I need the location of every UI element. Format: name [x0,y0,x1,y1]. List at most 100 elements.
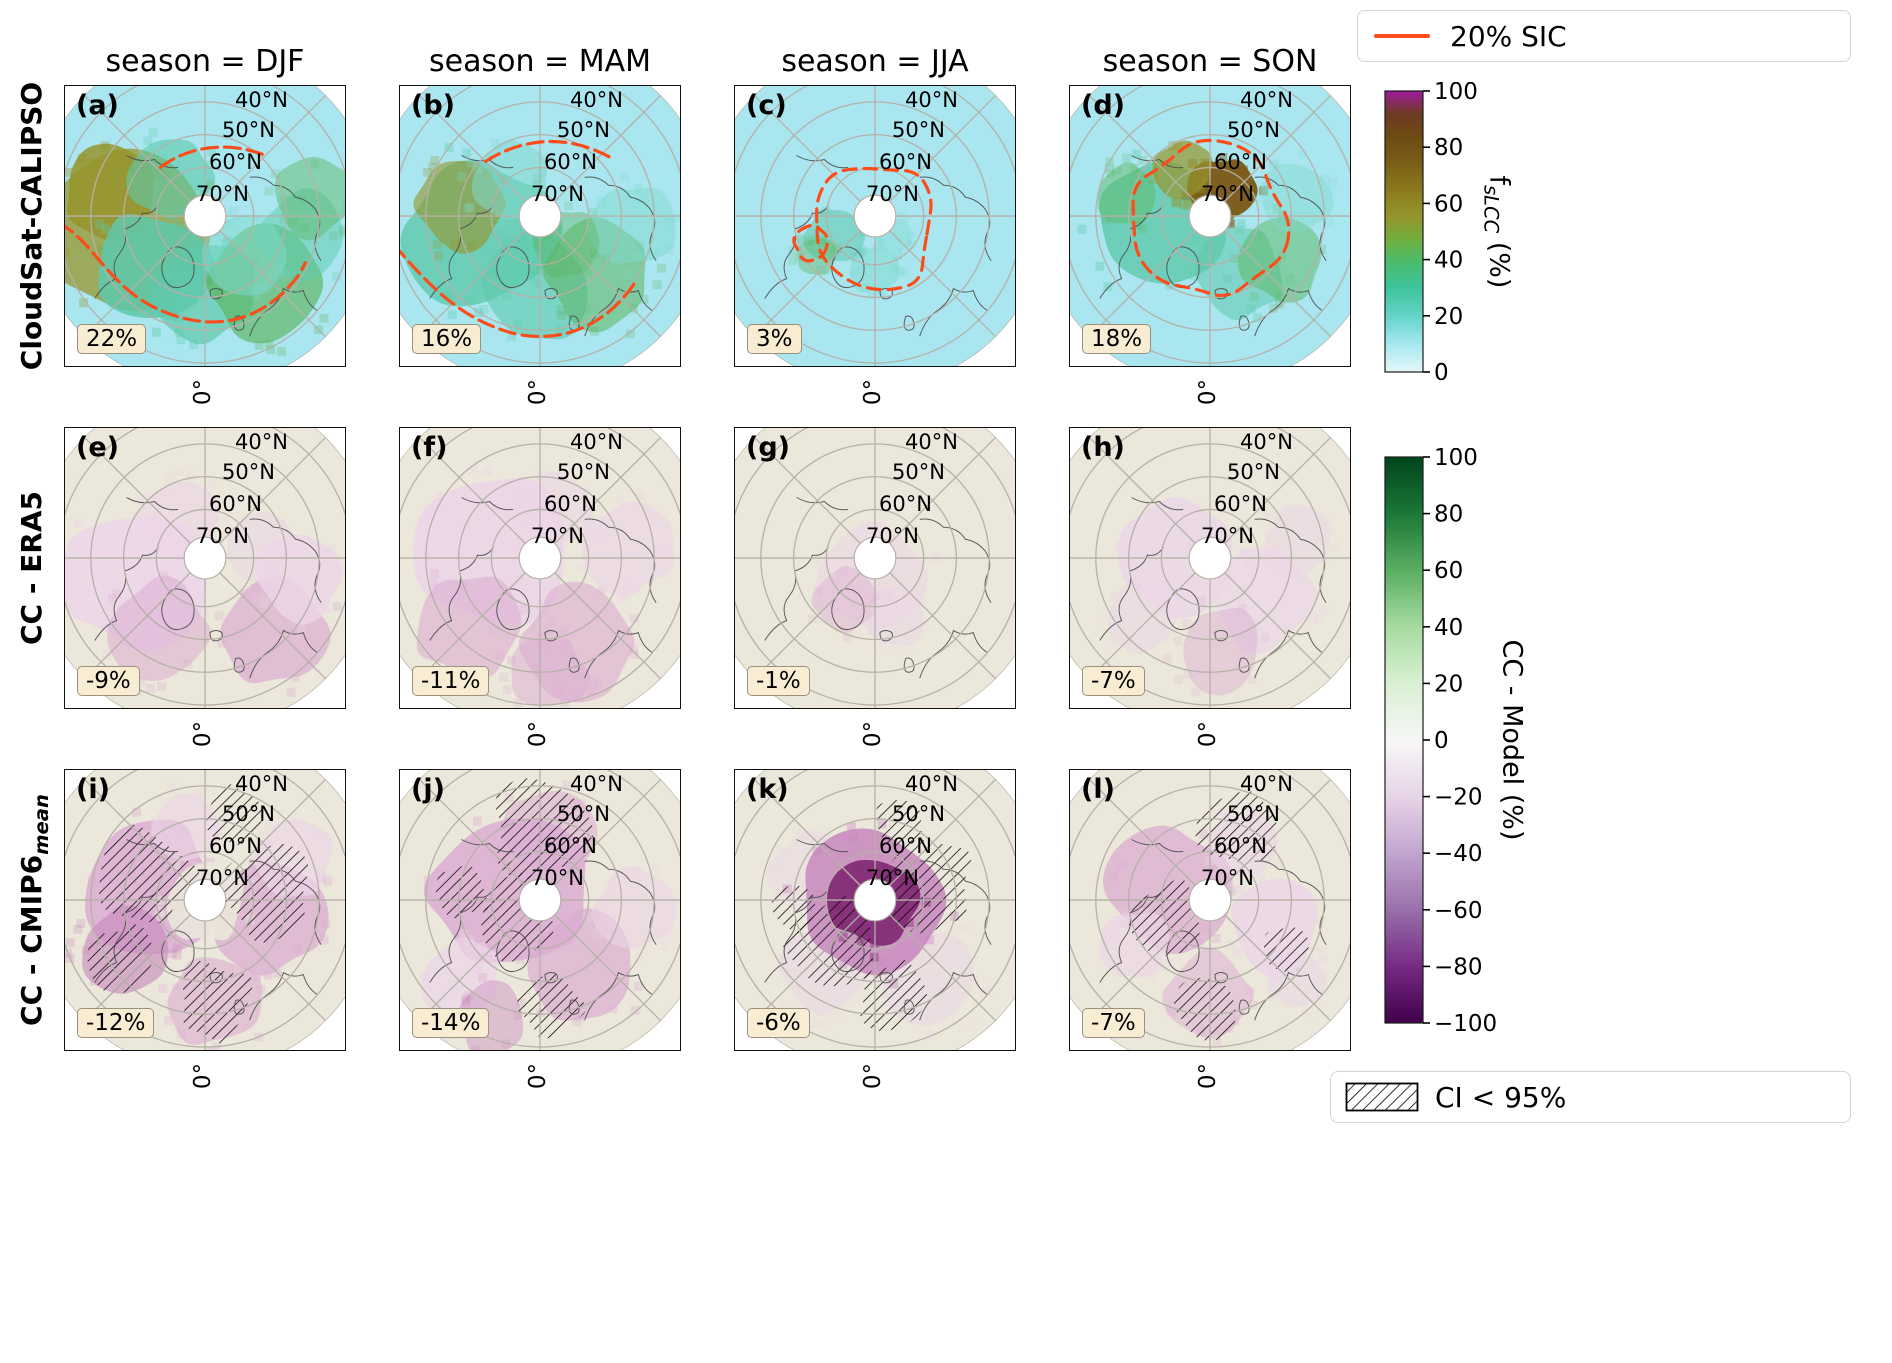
area-mean-badge: -1% [747,666,810,696]
row-label-cloudsat-calipso: CloudSat-CALIPSO [15,82,53,370]
lat-label-40n: 40°N [905,430,958,454]
lat-label-50n: 50°N [1227,802,1280,826]
lat-label-40n: 40°N [235,772,288,796]
colorbar-cc-model-ticks: 100 80 60 40 20 0 −20 −40 −60 −80 −100 [1423,448,1497,1037]
colorbar-tick-label: −100 [1434,1011,1497,1037]
colorbar-tick-label: 100 [1434,82,1478,105]
lat-label-60n: 60°N [1214,492,1267,516]
lat-label-40n: 40°N [235,430,288,454]
colorbar-tick-label: 0 [1434,728,1449,754]
lon-label-0: 0° [860,1062,886,1090]
lat-label-40n: 40°N [235,88,288,112]
lat-label-70n: 70°N [1201,866,1254,890]
lat-label-70n: 70°N [196,182,249,206]
map-panel-j: (j) -14% 40°N 50°N 60°N 70°N 0° [399,769,681,1089]
colorbar-cc-model-bar [1384,456,1424,1024]
lat-label-60n: 60°N [209,834,262,858]
map-e [65,428,345,708]
colorbar-tick-label: −60 [1434,898,1483,924]
map-panel-i: (i) -12% 40°N 50°N 60°N 70°N 0° [64,769,346,1089]
colorbar-tick-label: 100 [1434,448,1478,471]
colorbar-fslcc-bar [1384,90,1424,373]
colorbar-tick-label: 40 [1434,248,1463,274]
colorbar-tick-label: 60 [1434,558,1463,584]
lat-label-60n: 60°N [879,492,932,516]
lat-label-40n: 40°N [570,772,623,796]
lat-label-60n: 60°N [544,492,597,516]
lon-label-0: 0° [1195,1062,1221,1090]
lat-label-60n: 60°N [1214,150,1267,174]
map-k [735,770,1015,1050]
column-title-djf: season = DJF [105,44,305,79]
lat-label-50n: 50°N [557,118,610,142]
area-mean-badge: 18% [1082,324,1152,354]
lat-label-50n: 50°N [892,802,945,826]
lat-label-70n: 70°N [531,866,584,890]
map-c [735,86,1015,366]
lat-label-40n: 40°N [905,88,958,112]
lat-label-60n: 60°N [544,834,597,858]
map-j [400,770,680,1050]
lat-label-50n: 50°N [557,802,610,826]
map-f [400,428,680,708]
panel-letter: (i) [76,774,110,805]
lon-label-0: 0° [1195,720,1221,748]
map-panel-f: (f) -11% 40°N 50°N 60°N 70°N 0° [399,427,681,747]
column-title-son: season = SON [1102,44,1318,79]
lat-label-40n: 40°N [1240,430,1293,454]
lat-label-50n: 50°N [892,118,945,142]
map-b [400,86,680,366]
map-panel-h: (h) -7% 40°N 50°N 60°N 70°N 0° [1069,427,1351,747]
lat-label-50n: 50°N [222,802,275,826]
lat-label-60n: 60°N [1214,834,1267,858]
panel-letter: (c) [746,90,787,121]
row-label-text: CC - ERA5 [15,490,49,646]
lat-label-60n: 60°N [879,150,932,174]
lat-label-60n: 60°N [209,150,262,174]
lon-label-0: 0° [860,378,886,406]
area-mean-badge: -9% [77,666,140,696]
colorbar-fslcc-label: fsLCC (%) [1479,176,1514,289]
area-mean-badge: -7% [1082,666,1145,696]
column-title-jja: season = JJA [781,44,969,79]
colorbar-tick-label: 0 [1434,360,1449,382]
colorbar-fslcc-ticks: 100 80 60 40 20 0 [1423,82,1478,382]
lat-label-70n: 70°N [531,524,584,548]
panel-letter: (d) [1081,90,1126,121]
sic-line-swatch [1374,34,1430,38]
legend-ci: CI < 95% [1330,1071,1851,1123]
lat-label-50n: 50°N [557,460,610,484]
colorbar-tick-label: −80 [1434,954,1483,980]
area-mean-badge: -7% [1082,1008,1145,1038]
area-mean-badge: 16% [412,324,482,354]
row-label-cc-cmip6mean: CC - CMIP6mean [15,794,53,1026]
lat-label-40n: 40°N [570,88,623,112]
colorbar-tick-label: 20 [1434,671,1463,697]
lon-label-0: 0° [860,720,886,748]
lat-label-70n: 70°N [866,182,919,206]
hatch-swatch [1345,1082,1419,1112]
colorbar-tick-label: −40 [1434,841,1483,867]
colorbar-cc-model-label: CC - Model (%) [1496,639,1528,841]
map-panel-c: (c) 3% 40°N 50°N 60°N 70°N 0° [734,85,1016,405]
colorbar-tick-label: 20 [1434,304,1463,330]
map-h [1070,428,1350,708]
panel-letter: (f) [411,432,448,463]
lat-label-40n: 40°N [1240,772,1293,796]
map-panel-l: (l) -7% 40°N 50°N 60°N 70°N 0° [1069,769,1351,1089]
map-panel-d: (d) 18% 40°N 50°N 60°N 70°N 0° [1069,85,1351,405]
map-panel-k: (k) -6% 40°N 50°N 60°N 70°N 0° [734,769,1016,1089]
colorbar-tick-label: 80 [1434,502,1463,528]
map-panel-a: (a) 22% 40°N 50°N 60°N 70°N 0° [64,85,346,405]
map-panel-e: (e) -9% 40°N 50°N 60°N 70°N 0° [64,427,346,747]
lat-label-70n: 70°N [196,524,249,548]
panel-letter: (e) [76,432,119,463]
lon-label-0: 0° [525,1062,551,1090]
lon-label-0: 0° [525,378,551,406]
row-label-cc-era5: CC - ERA5 [15,491,53,645]
lon-label-0: 0° [190,720,216,748]
map-l [1070,770,1350,1050]
panel-letter: (h) [1081,432,1125,463]
map-i [65,770,345,1050]
lat-label-40n: 40°N [1240,88,1293,112]
